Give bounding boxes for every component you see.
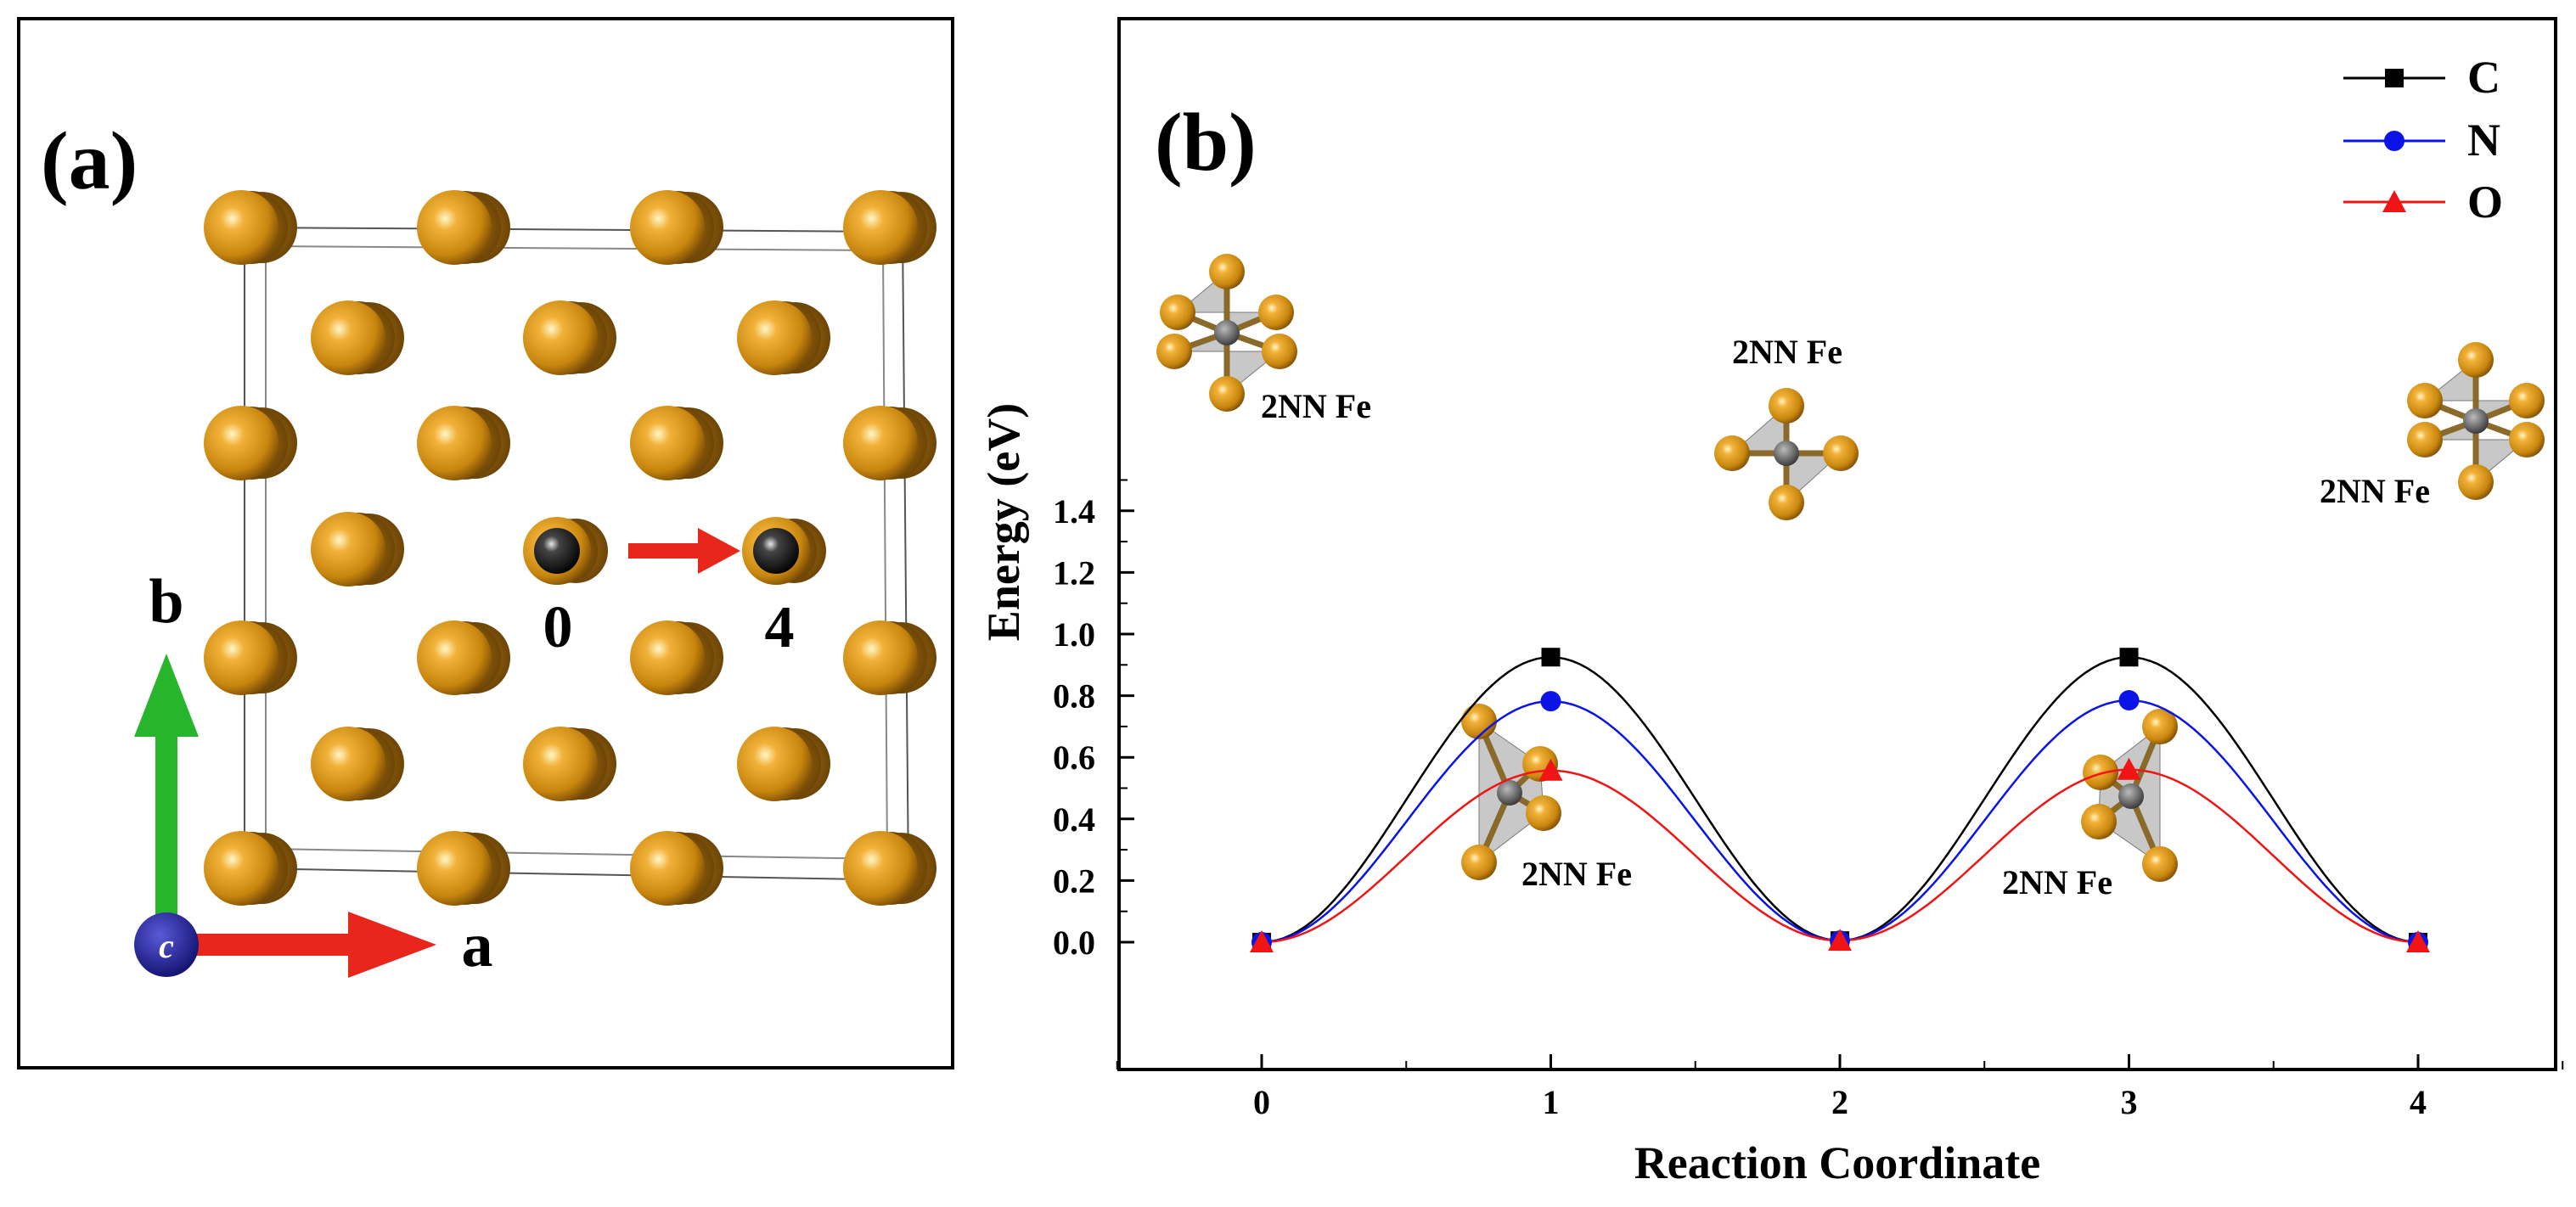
fe-atom: [737, 300, 830, 375]
c-axis-dot: [134, 912, 199, 977]
end-site-label: 4: [765, 595, 795, 660]
y-axis: 0.0 0.2 0.4 0.6 0.8 1.0 1.2 1.4: [1053, 479, 1134, 962]
fe-atom: [311, 727, 404, 801]
data-point-o: [1828, 929, 1852, 952]
y-tick-label: 1.2: [1053, 553, 1095, 592]
data-point-o: [1250, 930, 1274, 952]
y-axis-title: Energy (eV): [978, 403, 1029, 641]
panel-b-chart: (b) 0.0 0.2 0.4 0.6 0.8 1.0 1.2 1.4 0 1 2 3 4 Energ…: [978, 17, 2564, 1188]
x-tick-label: 4: [2410, 1083, 2427, 1121]
migration-arrow: [628, 528, 740, 574]
a-axis-label: a: [462, 911, 493, 980]
y-tick-label: 1.4: [1053, 492, 1095, 531]
data-point-n: [1540, 691, 1561, 712]
x-tick-label: 0: [1253, 1083, 1270, 1121]
start-site-label: 0: [543, 595, 573, 660]
lattice-axes: c b a: [134, 567, 493, 980]
fe-atom: [843, 831, 936, 906]
fe-atom: [843, 406, 936, 480]
legend: C N O: [2343, 52, 2503, 227]
c-axis-label: c: [159, 927, 174, 965]
legend-marker-o: [2382, 190, 2406, 212]
fe-atom: [204, 190, 297, 265]
a-axis-arrow: [177, 934, 359, 956]
legend-label-o: O: [2467, 177, 2503, 227]
y-tick-label: 0.8: [1053, 677, 1095, 716]
series-lines: [1261, 655, 2419, 944]
fe-atom: [417, 620, 510, 695]
annotation-2nn-fe: 2NN Fe: [2320, 472, 2430, 510]
b-axis-arrow: [155, 728, 177, 942]
data-point-o: [1538, 758, 1563, 781]
data-point-n: [2118, 690, 2140, 711]
x-axis: 0 1 2 3 4: [1116, 1054, 2564, 1121]
fe-atom: [843, 620, 936, 695]
panel-a-label: (a): [41, 115, 138, 207]
x-axis-title: Reaction Coordinate: [1634, 1137, 2040, 1188]
fe-atom: [204, 831, 297, 906]
annotation-2nn-fe: 2NN Fe: [2002, 863, 2112, 901]
saddle-cluster-2: [2081, 709, 2178, 882]
annotation-2nn-fe: 2NN Fe: [1732, 333, 1842, 371]
data-point-o: [2117, 757, 2141, 780]
legend-label-n: N: [2467, 115, 2500, 166]
data-point-c: [2119, 648, 2139, 667]
data-point-c: [1541, 648, 1561, 667]
legend-marker-c: [2385, 69, 2404, 87]
b-axis-label: b: [149, 567, 183, 637]
annotation-2nn-fe: 2NN Fe: [1261, 387, 1371, 425]
y-tick-label: 0.6: [1053, 738, 1095, 777]
saddle-cluster-1: [1461, 704, 1561, 880]
legend-marker-n: [2384, 131, 2404, 151]
octahedral-cluster-final: [2407, 342, 2545, 500]
series-line-c: [1261, 655, 2419, 944]
fe-atom: [523, 727, 616, 801]
fe-atom: [311, 300, 404, 375]
x-tick-label: 2: [1831, 1083, 1848, 1121]
fe-atom: [417, 190, 510, 265]
fe-atom: [311, 512, 404, 587]
series-markers: [1250, 648, 2430, 952]
y-tick-label: 0.4: [1053, 800, 1095, 839]
fe-atom: [417, 406, 510, 480]
y-tick-label: 0.2: [1053, 862, 1095, 900]
series-line-n: [1261, 699, 2419, 944]
fe-atom: [204, 620, 297, 695]
cluster-insets: [1156, 254, 2545, 882]
octahedral-cluster-initial: [1156, 254, 1297, 412]
annotation-2nn-fe: 2NN Fe: [1521, 855, 1632, 893]
plot-frame: [1117, 17, 2557, 1071]
solute-atom-start: [523, 517, 608, 585]
fe-atoms: [204, 190, 936, 906]
fe-atom: [417, 831, 510, 906]
fe-atom: [204, 406, 297, 480]
legend-label-c: C: [2467, 52, 2500, 103]
series-line-o: [1261, 768, 2419, 944]
fe-atom: [630, 406, 723, 480]
data-point-o: [2406, 930, 2430, 952]
panel-b-label: (b): [1155, 97, 1257, 188]
fe-atom: [630, 620, 723, 695]
tetrahedral-cluster-intermediate: [1714, 388, 1859, 520]
solute-atom-end: [742, 517, 826, 585]
x-tick-label: 3: [2121, 1083, 2138, 1121]
x-tick-label: 1: [1543, 1083, 1560, 1121]
fe-atom: [737, 727, 830, 801]
fe-atom: [630, 190, 723, 265]
y-tick-label: 0.0: [1053, 923, 1095, 962]
y-tick-label: 1.0: [1053, 615, 1095, 654]
fe-atom: [523, 300, 616, 375]
fe-atom: [630, 831, 723, 906]
panel-a-structure: (a) 0 4 c: [17, 17, 954, 1069]
fe-atom: [843, 190, 936, 265]
